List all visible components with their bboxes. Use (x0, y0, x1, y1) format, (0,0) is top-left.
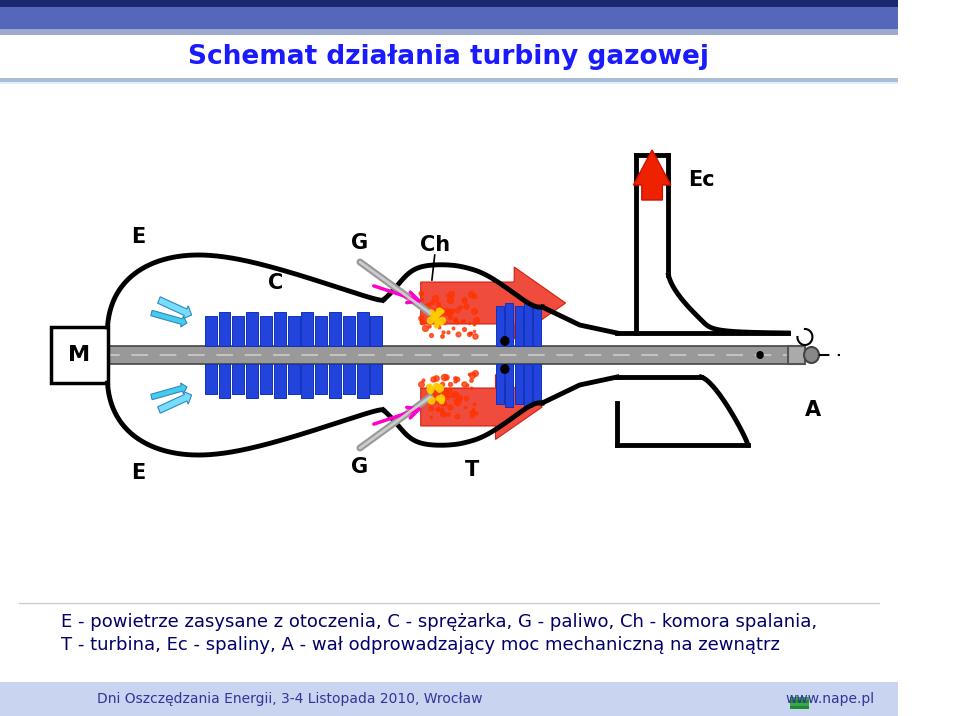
Bar (371, 364, 382, 394)
Bar (219, 364, 230, 398)
Text: E: E (132, 227, 146, 247)
Text: T: T (465, 460, 479, 480)
Bar (329, 312, 341, 346)
Circle shape (756, 351, 764, 359)
Bar (219, 312, 230, 346)
Bar (315, 316, 327, 346)
FancyArrow shape (157, 392, 192, 413)
Text: G: G (351, 457, 369, 477)
Bar (515, 364, 522, 404)
Bar (246, 312, 258, 346)
Bar (246, 364, 258, 398)
Bar (204, 364, 217, 394)
Bar (0, 7, 898, 29)
Bar (288, 364, 300, 394)
Circle shape (804, 347, 819, 363)
Bar (496, 306, 504, 346)
Bar (496, 364, 504, 404)
FancyArrow shape (634, 150, 671, 200)
Bar (534, 306, 541, 346)
Bar (274, 312, 286, 346)
Text: E: E (132, 463, 146, 483)
Bar (232, 364, 244, 394)
Bar (260, 316, 272, 346)
Bar (301, 312, 313, 346)
FancyArrow shape (157, 297, 192, 319)
Bar (0, 29, 898, 35)
Bar (204, 316, 217, 346)
Bar (790, 700, 808, 702)
Text: T - turbina, Ec - spaliny, A - wał odprowadzający moc mechaniczną na zewnątrz: T - turbina, Ec - spaliny, A - wał odpro… (60, 636, 780, 654)
Text: A: A (805, 400, 822, 420)
FancyArrow shape (420, 374, 542, 440)
Text: Ch: Ch (420, 235, 450, 255)
Bar (329, 364, 341, 398)
Bar (274, 364, 286, 398)
Wedge shape (790, 697, 808, 707)
Bar (260, 364, 272, 394)
Bar (52, 327, 108, 383)
Text: Ec: Ec (688, 170, 714, 190)
Bar (788, 346, 804, 364)
Bar (288, 316, 300, 346)
Circle shape (500, 336, 510, 346)
Bar (524, 364, 532, 407)
Text: G: G (351, 233, 369, 253)
Bar (515, 306, 522, 346)
Bar (343, 316, 355, 346)
Bar (371, 316, 382, 346)
Bar (790, 703, 808, 705)
Bar (0, 0, 898, 7)
Text: M: M (68, 345, 90, 365)
FancyArrow shape (151, 383, 187, 400)
Bar (534, 364, 541, 404)
Bar (343, 364, 355, 394)
FancyArrow shape (420, 267, 565, 339)
Text: Dni Oszczędzania Energii, 3-4 Listopada 2010, Wrocław: Dni Oszczędzania Energii, 3-4 Listopada … (97, 692, 483, 706)
Bar (790, 697, 808, 700)
Text: E - powietrze zasysane z otoczenia, C - sprężarka, G - paliwo, Ch - komora spala: E - powietrze zasysane z otoczenia, C - … (60, 613, 817, 631)
Bar (232, 316, 244, 346)
Bar (315, 364, 327, 394)
FancyArrow shape (151, 310, 187, 327)
Bar (356, 312, 369, 346)
Text: Schemat działania turbiny gazowej: Schemat działania turbiny gazowej (188, 44, 709, 70)
Bar (103, 346, 788, 364)
Bar (505, 303, 514, 346)
Text: C: C (268, 273, 283, 293)
Bar (356, 364, 369, 398)
Circle shape (500, 364, 510, 374)
Bar (524, 303, 532, 346)
Bar (0, 78, 898, 82)
Bar (790, 706, 808, 709)
Text: www.nape.pl: www.nape.pl (785, 692, 875, 706)
Bar (505, 364, 514, 407)
Bar (301, 364, 313, 398)
Bar (0, 682, 898, 716)
Bar (0, 82, 898, 84)
